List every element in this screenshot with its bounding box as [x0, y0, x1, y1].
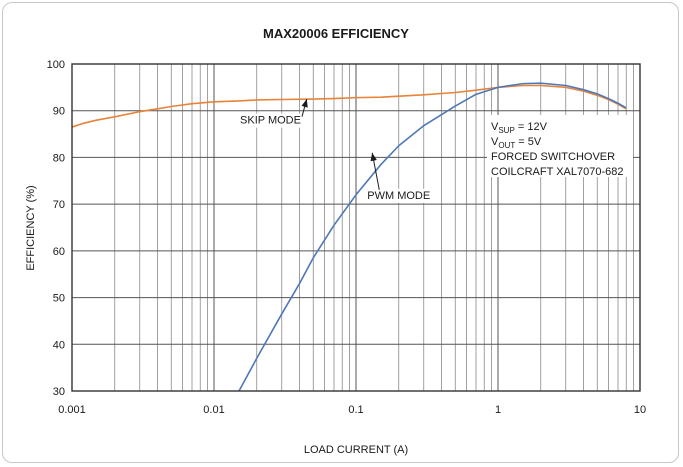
- condition-main: V: [491, 121, 499, 133]
- y-tick-label: 40: [53, 339, 65, 351]
- plot-border: [71, 63, 641, 392]
- pwm-mode-line: [238, 82, 627, 392]
- condition-line: VSUP = 12V: [491, 121, 548, 135]
- skip-mode-label: SKIP MODE: [240, 115, 301, 127]
- pwm-mode-label: PWM MODE: [367, 190, 430, 202]
- y-tick-label: 30: [53, 386, 65, 398]
- plot-area: SKIP MODE PWM MODE: [71, 63, 641, 392]
- condition-main: COILCRAFT XAL7070-682: [491, 166, 623, 178]
- x-axis-ticks: 0.001 0.01 0.1 1 10: [58, 404, 646, 416]
- x-tick-label: 1: [495, 404, 501, 416]
- y-tick-label: 100: [47, 59, 65, 71]
- condition-main: V: [491, 136, 499, 148]
- skip-label-background: [237, 113, 304, 128]
- y-tick-label: 50: [53, 293, 65, 305]
- y-tick-label: 80: [53, 152, 65, 164]
- y-axis-ticks: 30 40 50 60 70 80 90 100: [47, 59, 65, 398]
- pwm-label-background: [364, 188, 434, 203]
- condition-subscript: OUT: [498, 141, 515, 150]
- annotation-layer: SKIP MODE PWM MODE: [237, 98, 434, 203]
- x-tick-label: 0.001: [58, 404, 86, 416]
- condition-value: = 12V: [515, 121, 548, 133]
- y-tick-label: 70: [53, 199, 65, 211]
- conditions-background: [487, 115, 633, 177]
- condition-main: FORCED SWITCHOVER: [491, 151, 615, 163]
- condition-line: VOUT = 5V: [491, 136, 542, 150]
- skip-arrow-head: [301, 99, 308, 108]
- condition-line: COILCRAFT XAL7070-682: [491, 166, 623, 178]
- x-axis-label: LOAD CURRENT (A): [304, 444, 408, 456]
- x-tick-label: 10: [634, 404, 646, 416]
- x-tick-label: 0.01: [203, 404, 224, 416]
- pwm-arrow-head: [370, 152, 377, 162]
- chart-title: MAX20006 EFFICIENCY: [263, 26, 409, 41]
- series-layer: [71, 82, 627, 392]
- skip-mode-line: [71, 84, 627, 128]
- condition-subscript: SUP: [498, 126, 514, 135]
- y-axis-label: EFFICIENCY (%): [25, 185, 37, 270]
- condition-value: = 5V: [515, 136, 542, 148]
- condition-line: FORCED SWITCHOVER: [491, 151, 615, 163]
- y-tick-label: 60: [53, 246, 65, 258]
- x-tick-label: 0.1: [348, 404, 363, 416]
- gridlines: [72, 64, 640, 391]
- y-tick-label: 90: [53, 106, 65, 118]
